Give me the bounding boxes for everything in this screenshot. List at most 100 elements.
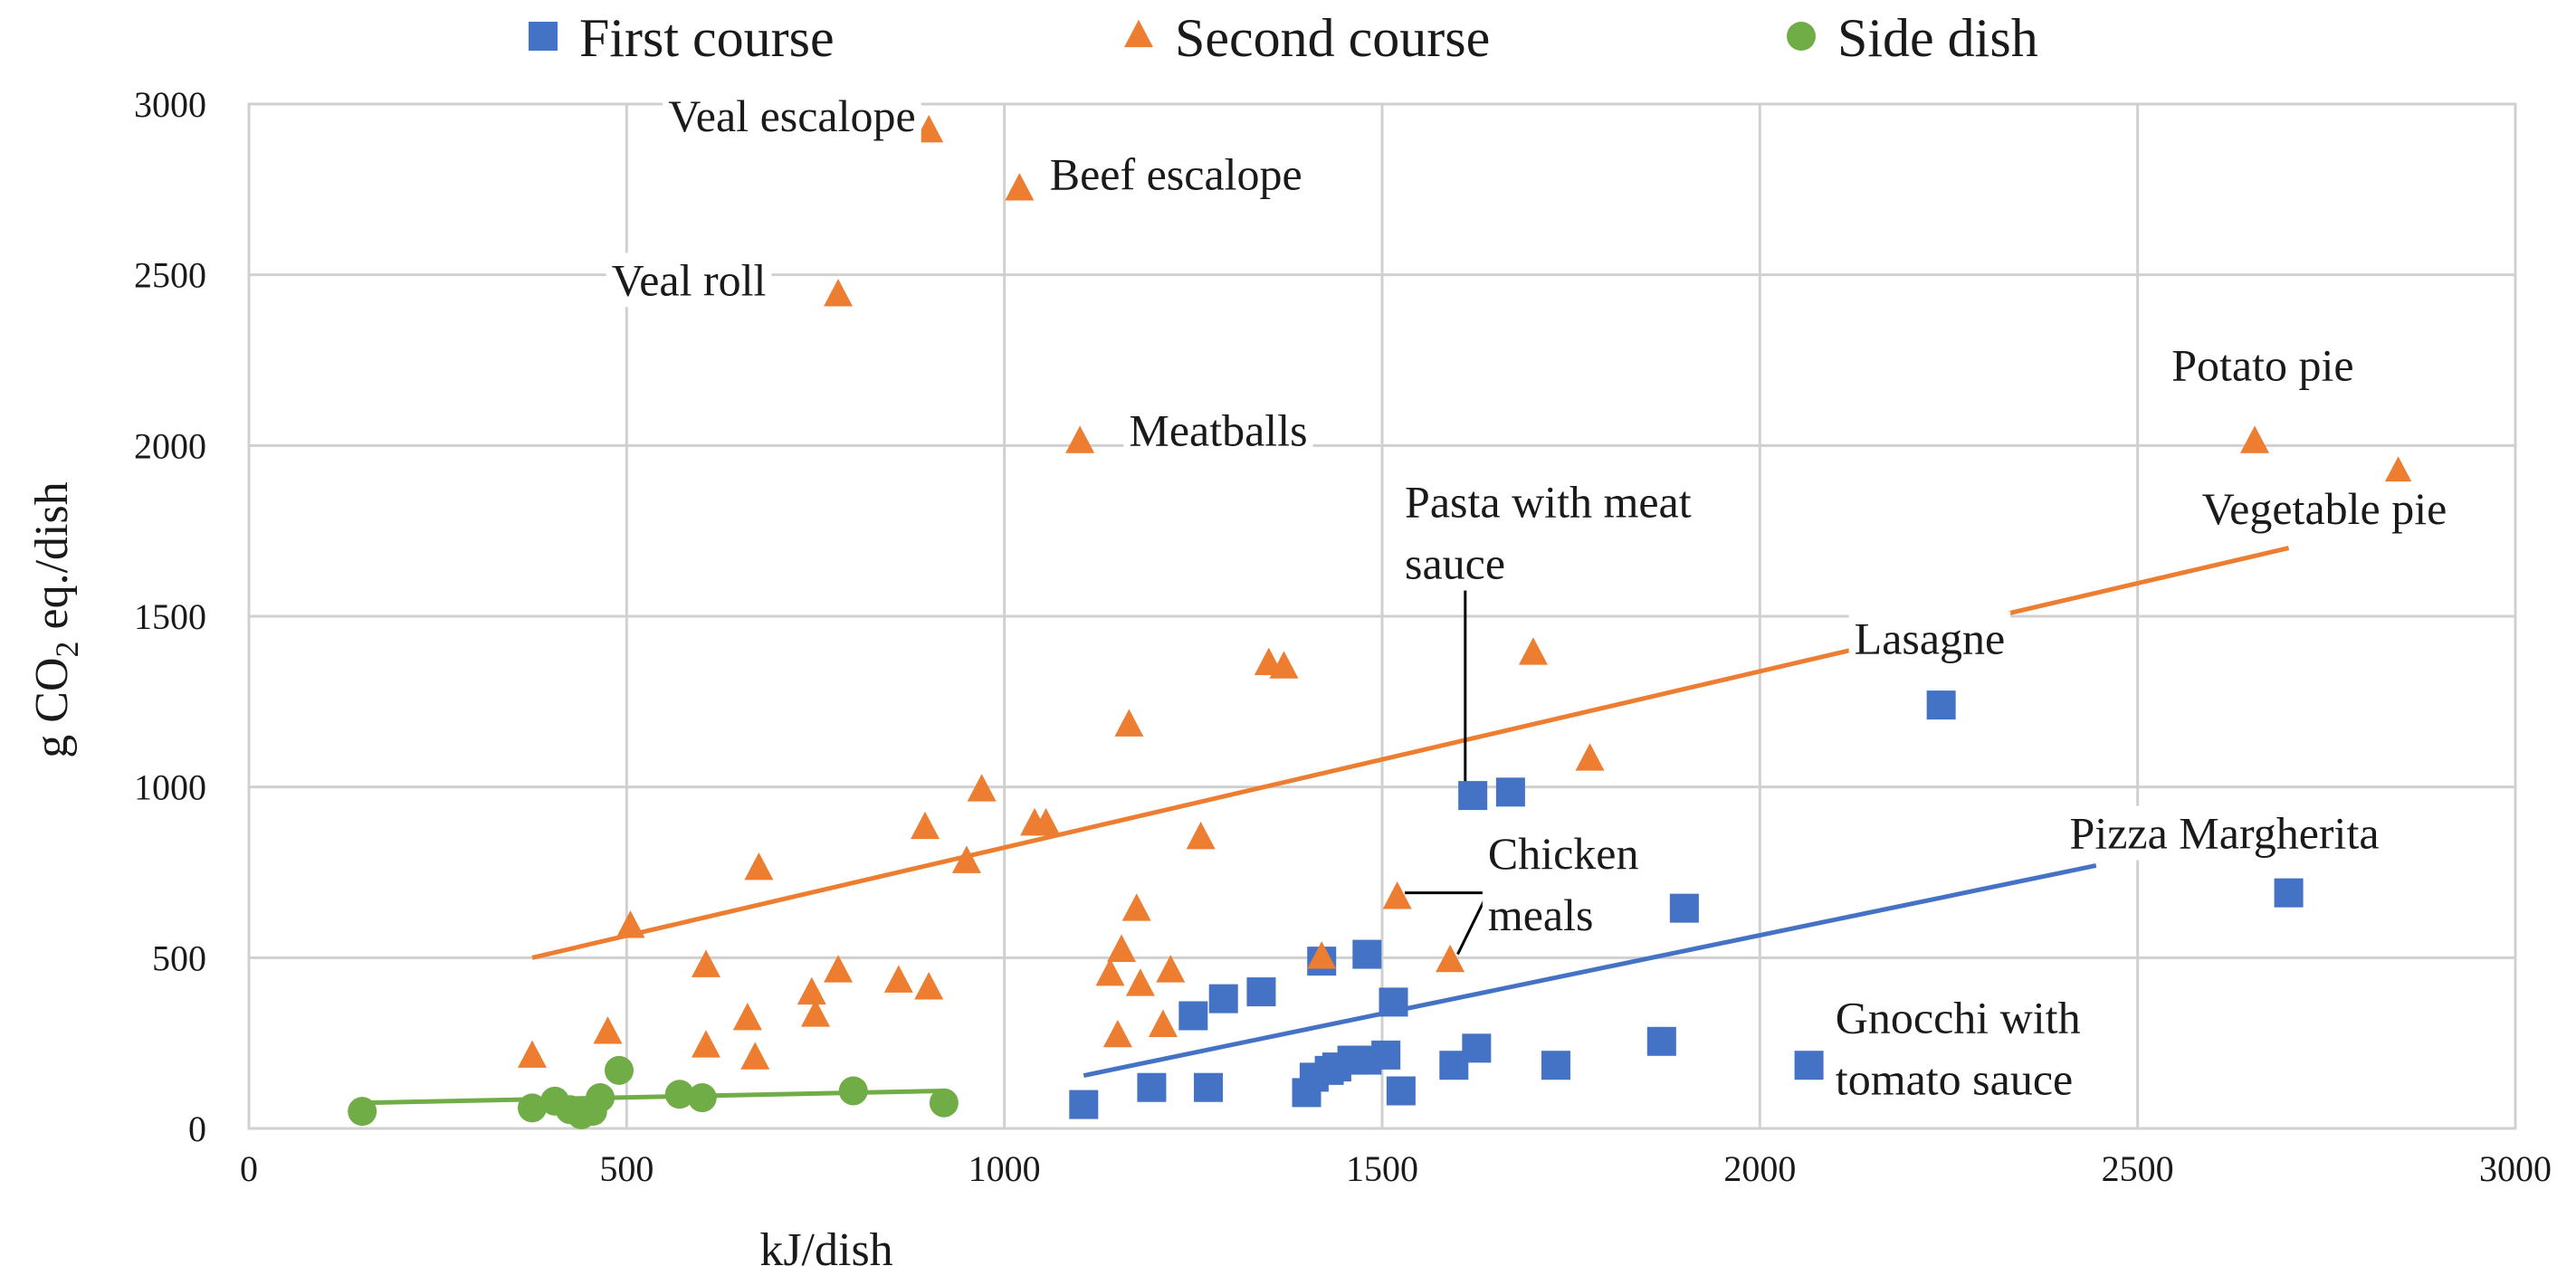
- point-second-course: [691, 949, 720, 977]
- annotation-line: Potato pie: [2171, 340, 2353, 391]
- point-first-course: [1379, 987, 1408, 1017]
- x-tick-labels: 0 500 1000 1500 2000 2500 3000: [240, 1148, 2552, 1189]
- point-first-course: [1069, 1090, 1099, 1119]
- point-annotation: Vegetable pie: [2202, 483, 2447, 534]
- y-tick-labels: 0 500 1000 1500 2000 2500 3000: [134, 84, 206, 1149]
- annotation-background: [1399, 474, 1697, 591]
- x-tick-label: 1500: [1346, 1148, 1418, 1189]
- point-side-dish: [929, 1088, 959, 1118]
- plot-area-frame: [247, 102, 2517, 1130]
- point-side-dish: [348, 1097, 377, 1127]
- point-side-dish: [586, 1083, 615, 1113]
- annotation-background: [1482, 826, 1645, 943]
- point-second-course: [1107, 934, 1137, 962]
- annotation-background: [2196, 481, 2453, 537]
- y-tick-label: 500: [152, 938, 206, 978]
- point-first-course: [1541, 1051, 1570, 1080]
- point-second-course: [744, 852, 774, 880]
- point-annotation: Beef escalope: [1050, 148, 1302, 199]
- annotation-line: Lasagne: [1855, 614, 2006, 664]
- point-first-course: [1371, 1040, 1401, 1070]
- y-tick-label: 0: [188, 1109, 206, 1149]
- point-annotation: Potato pie: [2171, 340, 2353, 391]
- point-second-course: [740, 1042, 770, 1070]
- point-second-course: [1156, 955, 1186, 983]
- point-side-dish: [664, 1080, 694, 1109]
- point-annotation: Lasagne: [1855, 614, 2006, 664]
- point-first-course: [2274, 878, 2304, 908]
- point-second-course: [1307, 941, 1337, 969]
- point-second-course: [1095, 957, 1125, 986]
- annotation-line: Veal roll: [612, 254, 767, 305]
- point-first-course: [1646, 1026, 1676, 1056]
- trendline-first-course: [1083, 863, 2097, 1078]
- point-first-course: [1386, 1076, 1416, 1106]
- annotation-background: [606, 252, 772, 308]
- x-tick-label: 2000: [1723, 1148, 1796, 1189]
- annotation-line: Beef escalope: [1050, 148, 1302, 199]
- grid-lines: [247, 102, 2517, 1130]
- point-first-course: [1178, 1001, 1208, 1031]
- x-tick-label: 3000: [2479, 1148, 2552, 1189]
- data-points: [348, 114, 2413, 1129]
- point-second-course: [1121, 893, 1151, 921]
- point-second-course: [1125, 968, 1155, 996]
- legend-marker-second-course: [1124, 19, 1153, 48]
- point-second-course: [824, 955, 854, 983]
- point-second-course: [1436, 944, 1465, 973]
- y-axis-title-main: g CO: [26, 657, 78, 757]
- point-second-course: [2240, 425, 2270, 453]
- point-first-course: [1669, 893, 1699, 923]
- legend-label-side-dish: Side dish: [1837, 8, 2038, 68]
- point-first-course: [1194, 1072, 1224, 1102]
- point-first-course: [1246, 977, 1276, 1007]
- point-second-course: [1518, 637, 1548, 665]
- point-second-course: [797, 976, 826, 1005]
- annotation-line: Chicken: [1488, 828, 1639, 879]
- y-tick-label: 3000: [134, 84, 206, 125]
- legend-marker-first-course: [529, 22, 558, 51]
- annotation-line: sauce: [1405, 538, 1505, 589]
- point-second-course: [615, 910, 645, 938]
- point-second-course: [914, 114, 944, 143]
- y-axis-title-rest: eq./dish: [26, 481, 78, 641]
- point-second-course: [732, 1003, 762, 1031]
- point-first-course: [1495, 777, 1525, 807]
- annotation-line: Gnocchi with: [1836, 992, 2081, 1042]
- annotation-background: [2064, 805, 2385, 861]
- point-annotation: Veal roll: [612, 254, 767, 305]
- point-second-course: [1186, 822, 1216, 850]
- point-second-course: [1148, 1009, 1178, 1037]
- annotation-background: [2166, 338, 2360, 393]
- legend-marker-side-dish: [1787, 22, 1816, 51]
- point-second-course: [2383, 456, 2413, 484]
- annotation-background: [663, 89, 921, 144]
- point-side-dish: [604, 1055, 634, 1085]
- legend-label-first-course: First course: [579, 8, 835, 68]
- point-second-course: [824, 279, 854, 307]
- point-second-course: [1114, 709, 1144, 737]
- y-axis-title: g CO2 eq./dish: [26, 481, 85, 757]
- annotation-line: Pasta with meat: [1405, 477, 1692, 528]
- point-second-course: [914, 972, 944, 1000]
- annotation-line: tomato sauce: [1836, 1053, 2073, 1104]
- point-first-course: [1208, 984, 1238, 1014]
- point-first-course: [1926, 690, 1956, 720]
- annotation-line: Meatballs: [1129, 405, 1307, 455]
- point-side-dish: [687, 1083, 717, 1113]
- point-second-course: [801, 999, 830, 1027]
- y-tick-label: 2000: [134, 425, 206, 466]
- point-second-course: [593, 1016, 623, 1044]
- y-axis-title-subscript: 2: [49, 641, 85, 657]
- point-second-course: [1382, 881, 1412, 909]
- point-side-dish: [518, 1093, 547, 1123]
- point-second-course: [951, 845, 981, 873]
- annotation-line: meals: [1488, 890, 1594, 940]
- point-annotation: Pasta with meat sauce: [1405, 477, 1692, 589]
- point-annotation: Pizza Margherita: [2070, 808, 2380, 859]
- point-annotation: Meatballs: [1129, 405, 1307, 455]
- point-first-course: [1352, 939, 1382, 969]
- point-second-course: [883, 965, 913, 993]
- x-tick-label: 500: [599, 1148, 654, 1189]
